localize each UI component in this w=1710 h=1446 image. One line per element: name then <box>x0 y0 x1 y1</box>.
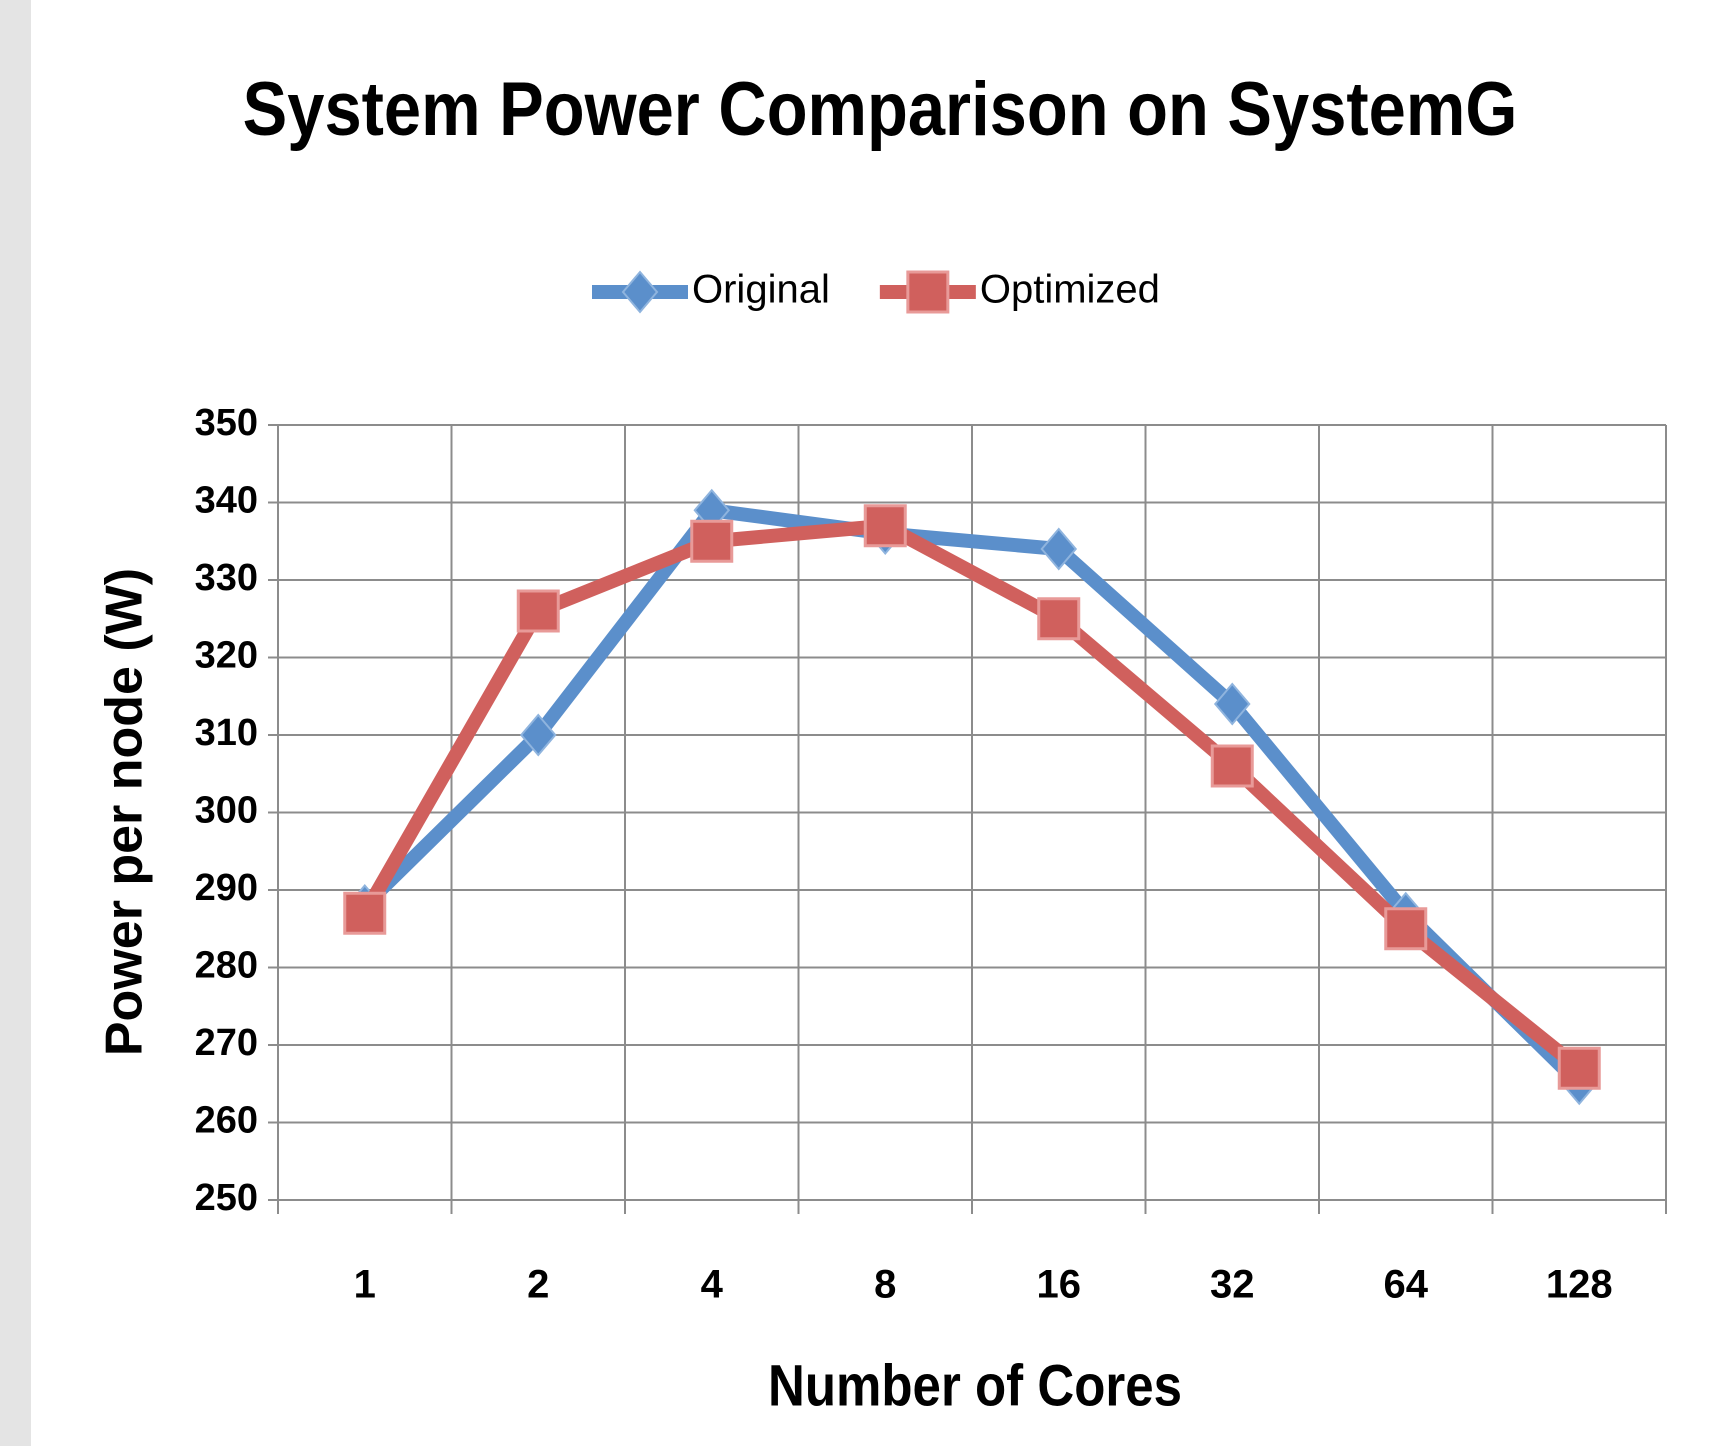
chart-title: System Power Comparison on SystemG <box>243 67 1518 152</box>
marker <box>906 270 950 314</box>
legend-label: Original <box>692 268 830 312</box>
series-line <box>358 518 1584 1074</box>
x-tick-label: 8 <box>874 1263 896 1307</box>
marker <box>516 589 560 633</box>
y-axis-title: Power per node (W) <box>96 568 154 1056</box>
marker <box>1210 744 1254 788</box>
legend-label: Optimized <box>980 268 1160 312</box>
marker <box>621 270 659 314</box>
series <box>343 504 1601 1090</box>
marker <box>1213 682 1251 726</box>
marker <box>519 713 557 757</box>
y-tick-label: 340 <box>195 480 258 522</box>
legend: Original Optimized <box>592 268 1160 314</box>
marker <box>1384 907 1428 951</box>
y-tick-label: 250 <box>195 1177 258 1219</box>
x-tick-label: 32 <box>1210 1263 1255 1307</box>
x-tick-label: 2 <box>527 1263 549 1307</box>
y-tick-label: 270 <box>195 1022 258 1064</box>
x-tick-label: 128 <box>1546 1263 1613 1307</box>
y-tick-label: 310 <box>195 712 258 754</box>
y-tick-label: 350 <box>195 402 258 444</box>
y-tick-label: 320 <box>195 635 258 677</box>
marker <box>1037 597 1081 641</box>
marker <box>343 891 387 935</box>
y-tick-label: 280 <box>195 945 258 987</box>
marker <box>690 519 734 563</box>
x-tick-label: 1 <box>354 1263 376 1307</box>
y-tick-label: 290 <box>195 867 258 909</box>
y-tick-label: 300 <box>195 790 258 832</box>
marker <box>1040 527 1078 571</box>
marker <box>863 504 907 548</box>
marker <box>1557 1046 1601 1090</box>
x-tick-label: 16 <box>1037 1263 1082 1307</box>
y-tick-label: 260 <box>195 1100 258 1142</box>
x-tick-label: 4 <box>701 1263 724 1307</box>
x-axis-title: Number of Cores <box>768 1353 1182 1418</box>
x-tick-label: 64 <box>1384 1263 1429 1307</box>
y-tick-label: 330 <box>195 557 258 599</box>
series-line <box>359 503 1585 1089</box>
side-bar <box>0 0 31 1446</box>
